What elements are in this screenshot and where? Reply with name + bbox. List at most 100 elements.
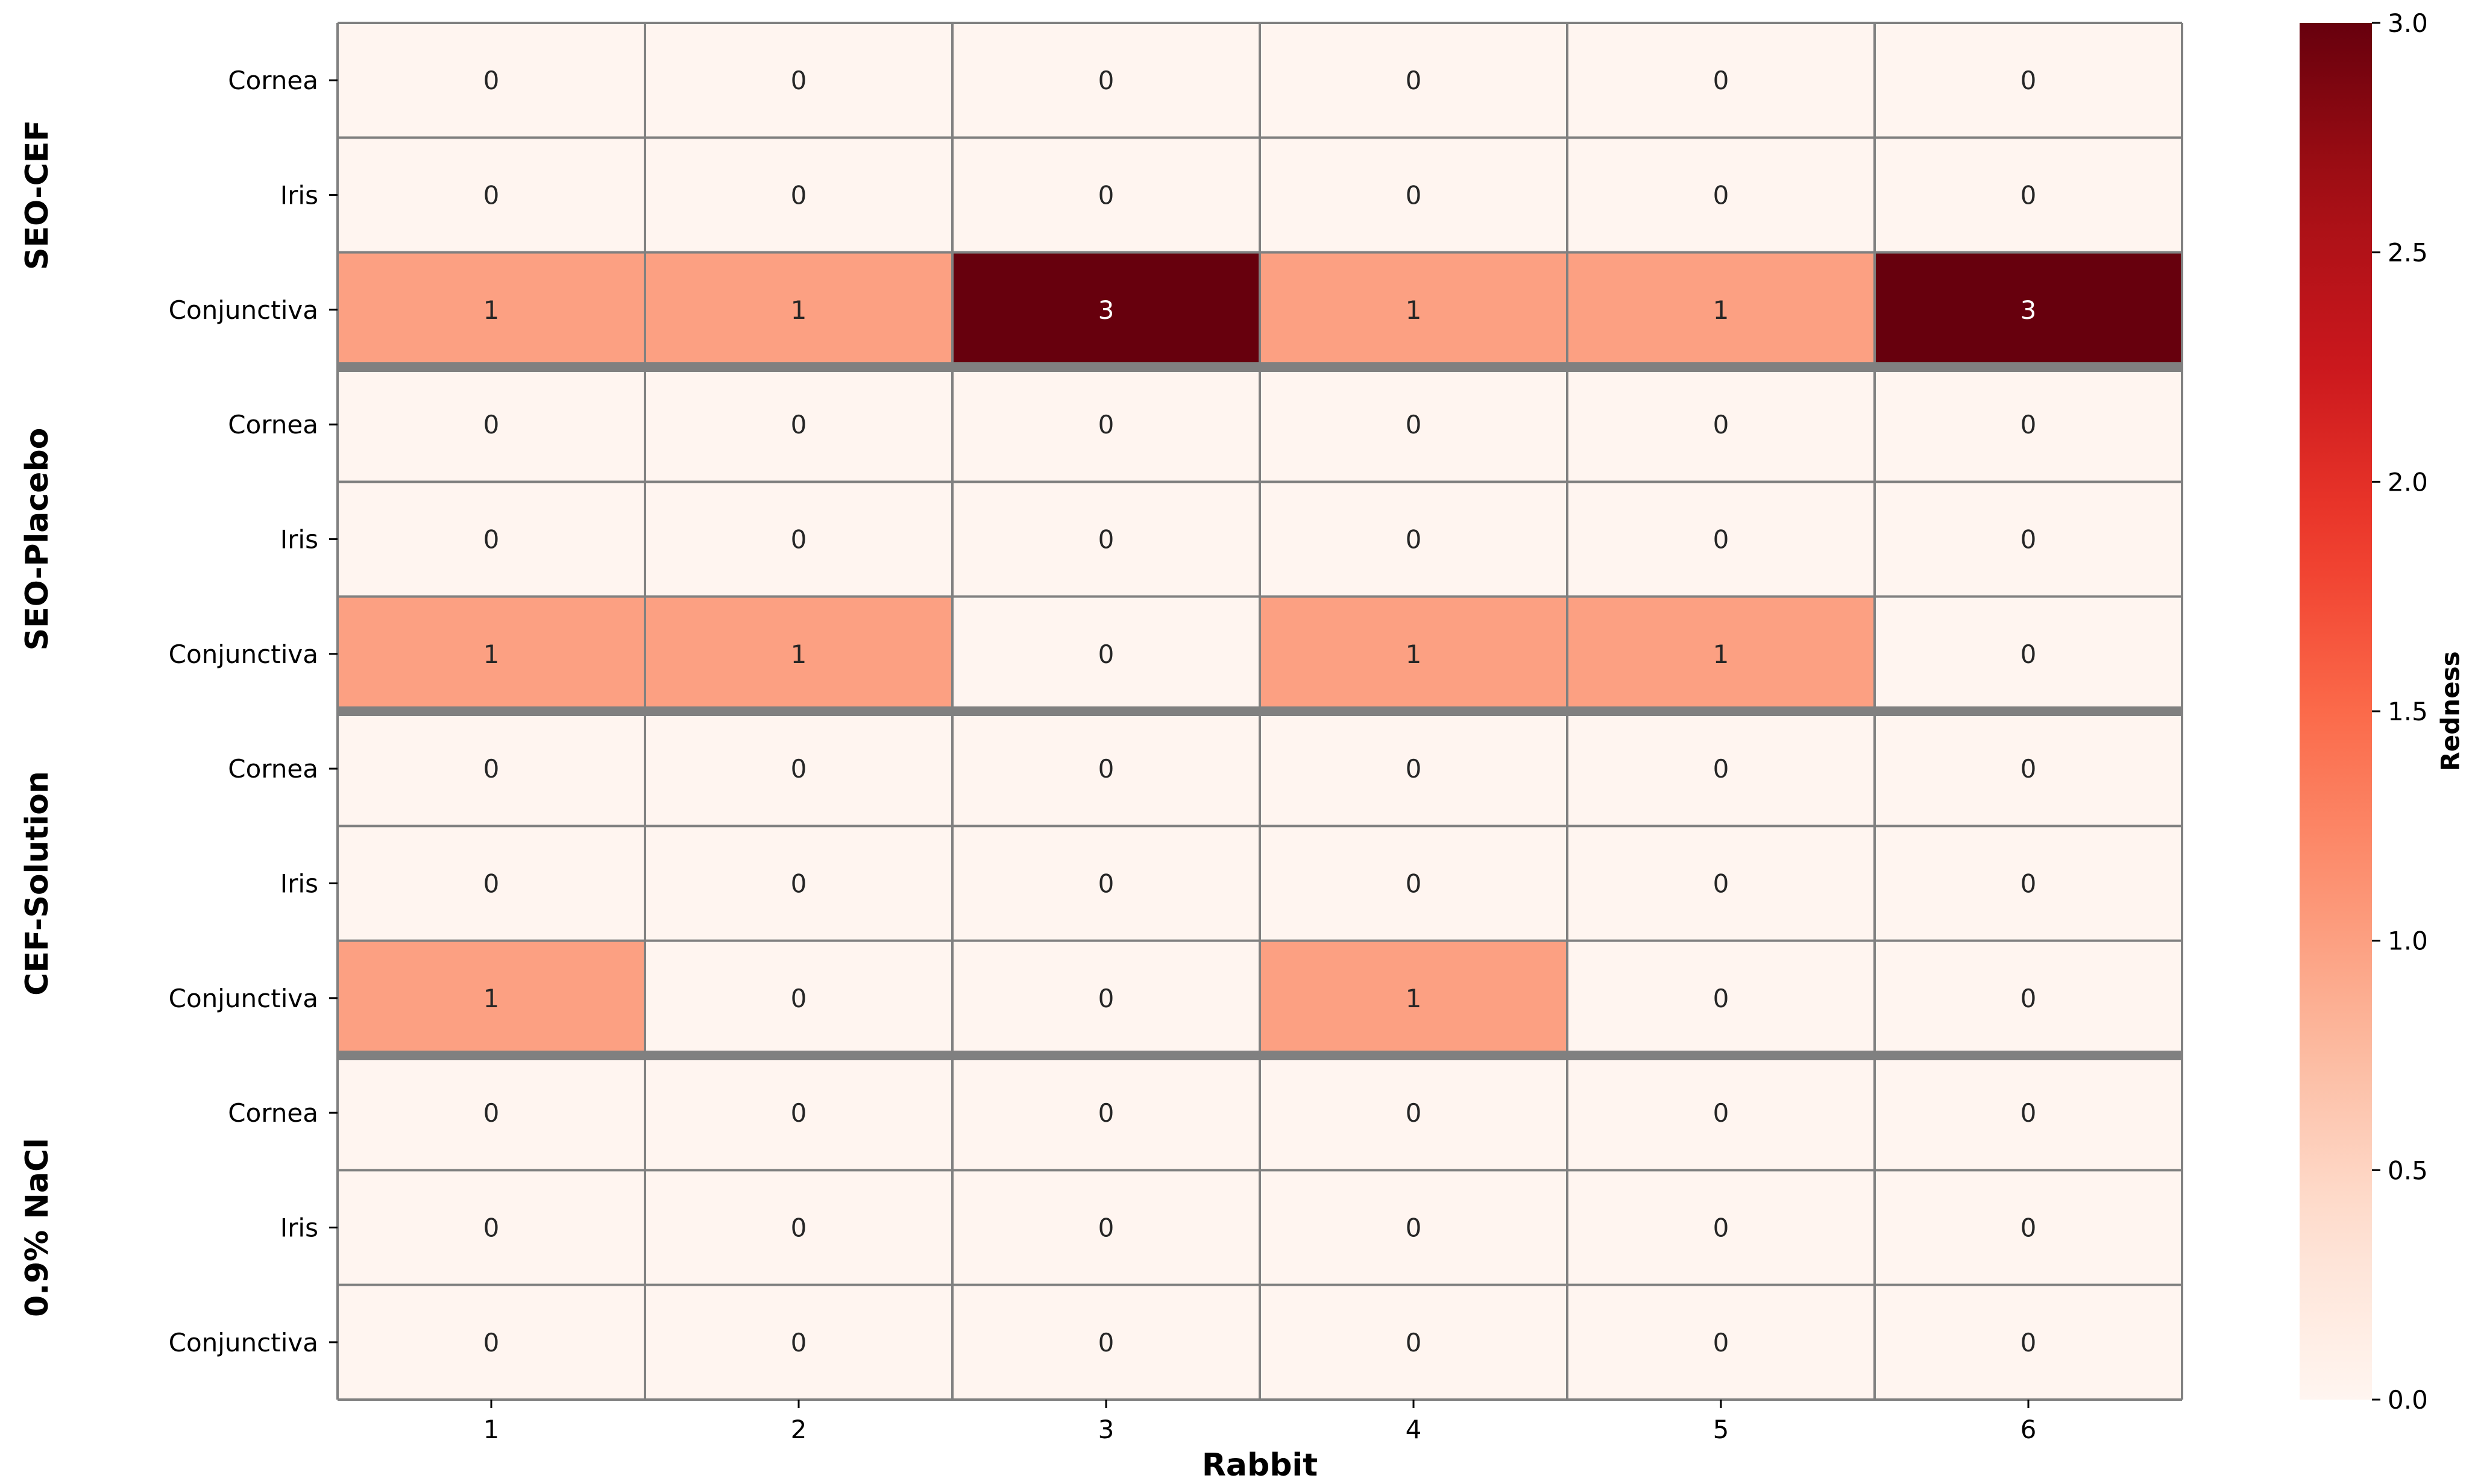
heatmap-cell (1567, 367, 1875, 482)
cell-value-label: 0 (2021, 66, 2037, 95)
heatmap-cell (952, 252, 1260, 367)
y-tick-label: Conjunctiva (169, 295, 318, 325)
cell-value-label: 0 (1098, 1328, 1115, 1357)
cell-value-label: 0 (483, 1098, 500, 1128)
heatmap-cell (1567, 137, 1875, 253)
y-tick-label: Cornea (228, 754, 318, 784)
cell-value-label: 0 (2021, 1328, 2037, 1357)
y-tick-label: Iris (280, 1213, 318, 1243)
cell-value-label: 0 (1713, 66, 1729, 95)
heatmap-cell (952, 1170, 1260, 1285)
heatmap-cell (1260, 367, 1567, 482)
cell-value-label: 0 (1713, 754, 1729, 784)
cell-value-label: 0 (483, 1213, 500, 1243)
cell-value-label: 0 (1713, 1328, 1729, 1357)
cell-value-label: 0 (1098, 754, 1115, 784)
group-label: CEF-Solution (19, 771, 55, 996)
cell-value-label: 0 (791, 754, 807, 784)
cell-value-label: 1 (483, 984, 500, 1013)
heatmap-cell (338, 596, 645, 711)
cell-value-label: 3 (2021, 295, 2037, 325)
heatmap-cell (1567, 1055, 1875, 1171)
cell-value-label: 0 (2021, 525, 2037, 555)
group-label: 0.9% NaCl (19, 1138, 55, 1317)
heatmap-cell (645, 482, 952, 597)
heatmap-cell (645, 1055, 952, 1171)
heatmap-cell (338, 367, 645, 482)
cell-value-label: 0 (1713, 1213, 1729, 1243)
heatmap-cell (1875, 252, 2182, 367)
heatmap-cell (952, 826, 1260, 941)
heatmap-cell (1875, 596, 2182, 711)
heatmap-cell (645, 137, 952, 253)
cell-value-label: 1 (791, 640, 807, 669)
cell-value-label: 0 (2021, 984, 2037, 1013)
heatmap-cell (1260, 1170, 1567, 1285)
cell-value-label: 0 (2021, 754, 2037, 784)
x-tick-label: 5 (1713, 1415, 1729, 1444)
y-axis: Cornea Iris Conjunctiva Cornea Iris Conjuncti… (169, 66, 338, 1357)
heatmap-cell (1567, 596, 1875, 711)
y-tick-label: Conjunctiva (169, 640, 318, 669)
cell-value-label: 0 (791, 181, 807, 210)
cell-value-label: 0 (1713, 410, 1729, 439)
cell-value-label: 0 (1713, 869, 1729, 899)
heatmap-cell (1567, 711, 1875, 826)
y-tick-label: Cornea (228, 410, 318, 439)
heatmap-cell (1567, 1170, 1875, 1285)
cell-value-label: 0 (483, 410, 500, 439)
heatmap-cell (645, 711, 952, 826)
heatmap-cell (1875, 367, 2182, 482)
cell-value-label: 0 (791, 869, 807, 899)
cell-value-label: 0 (1406, 525, 1422, 555)
cell-value-label: 0 (483, 66, 500, 95)
y-tick-label: Cornea (228, 1098, 318, 1128)
cell-value-label: 0 (483, 181, 500, 210)
cell-value-label: 0 (1098, 525, 1115, 555)
heatmap-cell (952, 23, 1260, 138)
heatmap-cell (952, 367, 1260, 482)
cell-value-label: 0 (1098, 181, 1115, 210)
colorbar-tick-label: 2.0 (2388, 467, 2428, 497)
cell-value-label: 0 (1406, 1213, 1422, 1243)
cell-value-label: 0 (791, 1328, 807, 1357)
colorbar-tick-label: 1.5 (2388, 697, 2428, 726)
heatmap-cell (1260, 711, 1567, 826)
cell-value-label: 1 (1406, 640, 1422, 669)
heatmap-cell (338, 252, 645, 367)
heatmap-cell (338, 1284, 645, 1400)
cell-value-label: 0 (1713, 984, 1729, 1013)
heatmap-cell (1260, 1284, 1567, 1400)
cell-value-label: 1 (483, 640, 500, 669)
heatmap-cell (338, 137, 645, 253)
cell-value-label: 0 (1406, 66, 1422, 95)
colorbar-title: Redness (2436, 651, 2465, 771)
cell-value-label: 0 (483, 754, 500, 784)
heatmap-cell (338, 1055, 645, 1171)
heatmap-cell (952, 596, 1260, 711)
heatmap-cells (338, 23, 2182, 1400)
cell-value-label: 0 (791, 1213, 807, 1243)
heatmap-cell (1260, 482, 1567, 597)
cell-value-label: 1 (483, 295, 500, 325)
heatmap-cell (1567, 826, 1875, 941)
cell-value-label: 0 (1098, 984, 1115, 1013)
cell-value-label: 0 (2021, 1213, 2037, 1243)
cell-value-label: 0 (1098, 1213, 1115, 1243)
cell-value-label: 0 (1406, 1098, 1422, 1128)
heatmap-cell (952, 1055, 1260, 1171)
heatmap-cell (1875, 1284, 2182, 1400)
cell-value-label: 0 (483, 869, 500, 899)
heatmap-cell (338, 23, 645, 138)
group-separators (338, 362, 2182, 1060)
cell-value-label: 0 (1713, 1098, 1729, 1128)
heatmap-cell (1567, 23, 1875, 138)
cell-value-label: 0 (483, 1328, 500, 1357)
colorbar: Redness 0.0 0.5 1.0 1.5 2.0 2.5 3.0 (2300, 8, 2465, 1415)
heatmap-cell (1260, 596, 1567, 711)
cell-value-label: 1 (791, 295, 807, 325)
heatmap-cell (338, 940, 645, 1055)
x-tick-label: 2 (791, 1415, 807, 1444)
cell-value-label: 0 (1406, 754, 1422, 784)
